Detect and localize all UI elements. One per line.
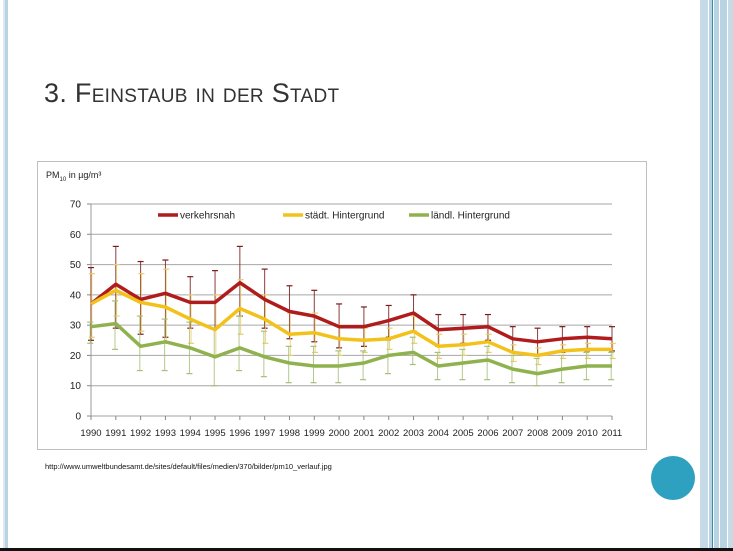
x-tick-label: 1992 [130,428,151,439]
y-tick-label: 10 [70,381,82,392]
source-link[interactable]: http://www.umweltbundesamt.de/sites/defa… [45,462,332,471]
x-tick-label: 2008 [527,428,548,439]
x-tick-label: 1993 [155,428,176,439]
x-tick-label: 1990 [80,428,101,439]
x-tick-label: 2001 [353,428,374,439]
y-tick-label: 0 [75,412,81,423]
x-tick-label: 1995 [204,428,225,439]
legend-label: städt. Hintergrund [305,211,385,222]
x-tick-label: 2010 [577,428,598,439]
x-tick-label: 2002 [378,428,399,439]
y-tick-label: 20 [70,351,82,362]
y-tick-label: 40 [70,290,82,301]
x-tick-label: 1996 [229,428,250,439]
slide-title: 3. Feinstaub in der Stadt [44,78,340,108]
x-tick-label: 2000 [329,428,350,439]
y-tick-label: 50 [70,260,82,271]
decorative-circle [651,456,695,500]
bottom-border [0,548,733,551]
x-tick-label: 2005 [453,428,474,439]
legend-label: verkehrsnah [180,211,235,222]
x-tick-label: 2007 [502,428,523,439]
y-tick-label: 30 [70,321,82,332]
x-tick-label: 2011 [602,428,622,439]
x-tick-label: 2006 [477,428,498,439]
x-tick-label: 2003 [403,428,424,439]
series-line-städt-hintergrund [90,288,612,358]
x-tick-label: 1997 [254,428,275,439]
right-border-stripes [700,0,733,548]
chart-frame [37,161,647,450]
x-tick-label: 1994 [180,428,201,439]
x-tick-label: 2009 [552,428,573,439]
left-border-stripe [0,0,9,551]
x-tick-label: 2004 [428,428,449,439]
x-tick-label: 1998 [279,428,300,439]
y-tick-label: 70 [70,200,82,211]
x-tick-label: 1999 [304,428,325,439]
legend-label: ländl. Hintergrund [431,211,510,222]
series-line-ländl-hintergrund [90,321,612,376]
series-line-verkehrsnah [89,280,613,344]
x-tick-label: 1991 [105,428,126,439]
y-tick-label: 60 [70,230,82,241]
y-axis-label: PM10 in µg/m³ [46,170,102,183]
